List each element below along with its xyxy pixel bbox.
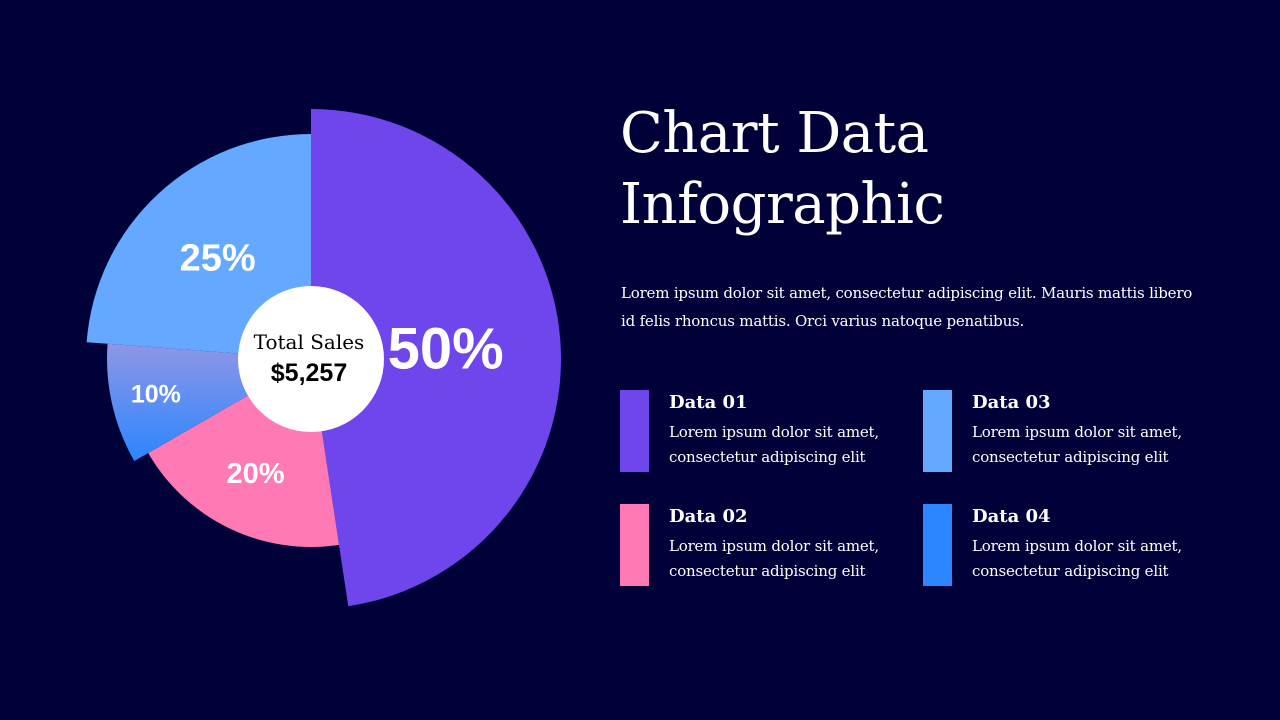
legend-title: Data 04 (972, 506, 1051, 527)
legend-swatch (620, 504, 649, 586)
total-sales-value: $5,257 (271, 359, 347, 387)
legend-item-data-01: Data 01 Lorem ipsum dolor sit amet, cons… (620, 390, 920, 474)
legend-title: Data 03 (972, 392, 1051, 413)
legend-swatch (620, 390, 649, 472)
pie-slice-data-01 (311, 109, 562, 607)
pie-label-data-02: 20% (227, 458, 285, 490)
legend-item-data-04: Data 04 Lorem ipsum dolor sit amet, cons… (923, 504, 1223, 588)
legend-swatch (923, 390, 952, 472)
pie-label-data-04: 10% (131, 380, 181, 408)
pie-slice-data-03 (86, 134, 311, 359)
total-sales-label: Total Sales (254, 330, 365, 354)
title-line-1: Chart Data (620, 101, 929, 166)
legend-title: Data 02 (669, 506, 748, 527)
pie-labels: 50% 20% 10% 25% (131, 237, 504, 490)
pie-chart: 50% 20% 10% 25% Total Sales $5,257 (86, 109, 562, 607)
legend-description: Lorem ipsum dolor sit amet, consectetur … (669, 537, 879, 580)
legend-description: Lorem ipsum dolor sit amet, consectetur … (972, 423, 1182, 466)
legend-description: Lorem ipsum dolor sit amet, consectetur … (972, 537, 1182, 580)
legend-item-data-02: Data 02 Lorem ipsum dolor sit amet, cons… (620, 504, 920, 588)
legend-swatch (923, 504, 952, 586)
title-line-2: Infographic (620, 172, 945, 237)
center-disc (238, 286, 384, 432)
legend-description: Lorem ipsum dolor sit amet, consectetur … (669, 423, 879, 466)
intro-paragraph: Lorem ipsum dolor sit amet, consectetur … (621, 284, 1193, 330)
page-title: Chart Data Infographic (620, 98, 1220, 240)
pie-label-data-01: 50% (388, 316, 504, 381)
legend-item-data-03: Data 03 Lorem ipsum dolor sit amet, cons… (923, 390, 1223, 474)
legend-title: Data 01 (669, 392, 748, 413)
pie-label-data-03: 25% (180, 237, 256, 279)
